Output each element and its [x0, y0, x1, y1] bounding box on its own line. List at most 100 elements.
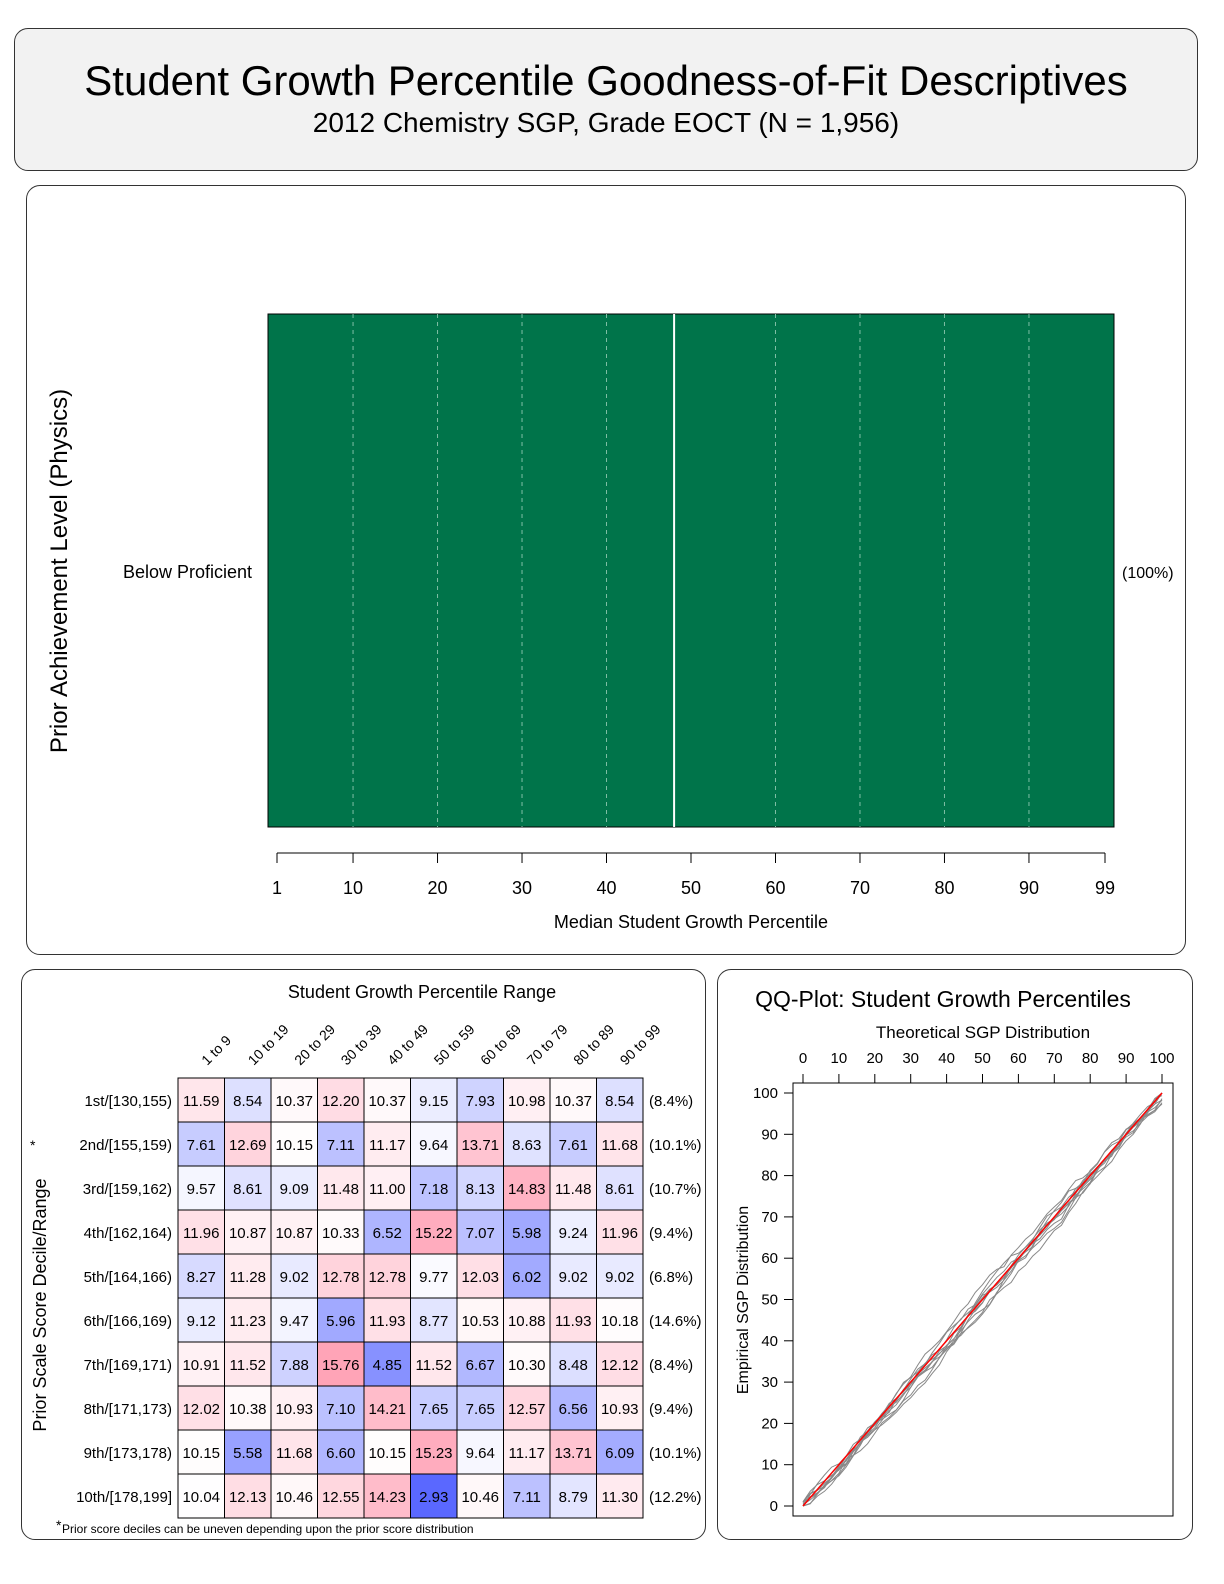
row-percent: (8.4%): [649, 1093, 693, 1110]
cell-value: 6.67: [466, 1357, 495, 1374]
cell-value: 8.48: [559, 1357, 588, 1374]
qq-x-tick-label: 0: [799, 1050, 807, 1067]
heatmap-cell: [363, 1297, 411, 1343]
cell-value: 12.78: [368, 1269, 406, 1286]
heatmap-cell: [177, 1385, 225, 1431]
qq-x-tick-label: 100: [1149, 1050, 1174, 1067]
x-tick-label: 40: [596, 878, 616, 898]
cell-value: 6.56: [559, 1401, 588, 1418]
qq-x-tick-label: 10: [831, 1050, 848, 1067]
cell-value: 6.60: [326, 1445, 355, 1462]
heatmap-cell: [410, 1473, 458, 1519]
cell-value: 12.02: [182, 1401, 220, 1418]
cell-value: 10.04: [182, 1489, 220, 1506]
heatmap-cell: [317, 1165, 365, 1211]
cell-value: 12.03: [461, 1269, 499, 1286]
row-percent: (9.4%): [649, 1225, 693, 1242]
heatmap-cell: [596, 1473, 644, 1519]
qq-x-tick-label: 50: [974, 1050, 991, 1067]
cell-value: 7.11: [513, 1489, 541, 1506]
row-label: 8th/[171,173): [84, 1401, 172, 1418]
bar-below-proficient: [267, 313, 1115, 828]
heatmap-cell: [363, 1341, 411, 1387]
x-tick-label: 80: [934, 878, 954, 898]
row-label: 1st/[130,155): [84, 1093, 172, 1110]
cell-value: 5.58: [233, 1445, 262, 1462]
cell-value: 15.76: [322, 1357, 360, 1374]
x-tick-label: 90: [1019, 878, 1039, 898]
qq-x-tick-label: 90: [1118, 1050, 1135, 1067]
qq-empirical-line: [802, 1098, 1163, 1505]
row-percent: (12.2%): [649, 1489, 702, 1506]
cell-value: 11.48: [555, 1181, 591, 1198]
qq-x-tick-label: 60: [1010, 1050, 1027, 1067]
heatmap-cell: [596, 1297, 644, 1343]
cell-value: 10.87: [229, 1225, 267, 1242]
heatmap-title: Student Growth Percentile Range: [288, 982, 556, 1002]
heatmap-cell: [410, 1385, 458, 1431]
column-header: 60 to 69: [477, 1021, 524, 1068]
cell-value: 7.93: [466, 1093, 495, 1110]
cell-value: 11.48: [323, 1181, 359, 1198]
footnote: Prior score deciles can be uneven depend…: [62, 1522, 474, 1536]
heatmap-cell: [596, 1341, 644, 1387]
heatmap-cell: [224, 1341, 272, 1387]
cell-value: 8.61: [605, 1181, 634, 1198]
row-percent: (14.6%): [649, 1313, 702, 1330]
heatmap-cell: [410, 1077, 458, 1123]
heatmap-y-label: Prior Scale Score Decile/Range: [30, 1178, 50, 1431]
x-axis-label: Median Student Growth Percentile: [554, 912, 828, 932]
cell-value: 9.57: [187, 1181, 216, 1198]
heatmap-cell: [317, 1473, 365, 1519]
cell-value: 11.93: [369, 1313, 405, 1330]
cell-value: 14.83: [508, 1181, 546, 1198]
cell-value: 10.37: [554, 1093, 592, 1110]
cell-value: 12.12: [601, 1357, 639, 1374]
cell-value: 9.15: [419, 1093, 448, 1110]
cell-value: 10.46: [275, 1489, 313, 1506]
cell-value: 10.91: [182, 1357, 220, 1374]
cell-value: 10.37: [368, 1093, 406, 1110]
heatmap-cell: [549, 1165, 597, 1211]
row-percent: (10.7%): [649, 1181, 702, 1198]
qq-y-label: Empirical SGP Distribution: [735, 1206, 752, 1394]
heatmap-cell: [596, 1209, 644, 1255]
heatmap-cell: [317, 1297, 365, 1343]
cell-value: 10.30: [508, 1357, 546, 1374]
cell-value: 14.23: [368, 1489, 406, 1506]
heatmap-cell: [270, 1165, 318, 1211]
cell-value: 11.96: [183, 1225, 219, 1242]
qq-x-tick-label: 20: [866, 1050, 883, 1067]
cell-value: 7.61: [559, 1137, 588, 1154]
cell-value: 10.87: [275, 1225, 313, 1242]
cell-value: 10.33: [322, 1225, 360, 1242]
cell-value: 7.11: [327, 1137, 355, 1154]
page-title: Student Growth Percentile Goodness-of-Fi…: [84, 57, 1128, 104]
category-label: Below Proficient: [123, 562, 252, 582]
qq-x-tick-label: 40: [938, 1050, 955, 1067]
cell-value: 9.64: [466, 1445, 495, 1462]
cell-value: 10.15: [368, 1445, 406, 1462]
cell-value: 8.79: [559, 1489, 588, 1506]
heatmap-cell: [224, 1473, 272, 1519]
cell-value: 12.13: [229, 1489, 267, 1506]
cell-value: 5.96: [326, 1313, 355, 1330]
heatmap-cell: [317, 1341, 365, 1387]
heatmap-cell: [270, 1341, 318, 1387]
row-percent: (8.4%): [649, 1357, 693, 1374]
qq-y-tick-label: 20: [761, 1415, 778, 1432]
cell-value: 7.61: [187, 1137, 216, 1154]
heatmap-cell: [456, 1253, 504, 1299]
heatmap-cell: [317, 1121, 365, 1167]
qq-y-tick-label: 0: [770, 1498, 778, 1515]
heatmap-cell: [503, 1473, 551, 1519]
column-header: 20 to 29: [291, 1021, 338, 1068]
row-label: 6th/[166,169): [84, 1313, 172, 1330]
x-tick-label: 70: [850, 878, 870, 898]
qq-y-tick-label: 30: [761, 1374, 778, 1391]
x-tick-label: 1: [272, 878, 282, 898]
qq-title: QQ-Plot: Student Growth Percentiles: [755, 986, 1131, 1012]
cell-value: 10.93: [601, 1401, 639, 1418]
heatmap-cell: [363, 1121, 411, 1167]
cell-value: 2.93: [419, 1489, 448, 1506]
